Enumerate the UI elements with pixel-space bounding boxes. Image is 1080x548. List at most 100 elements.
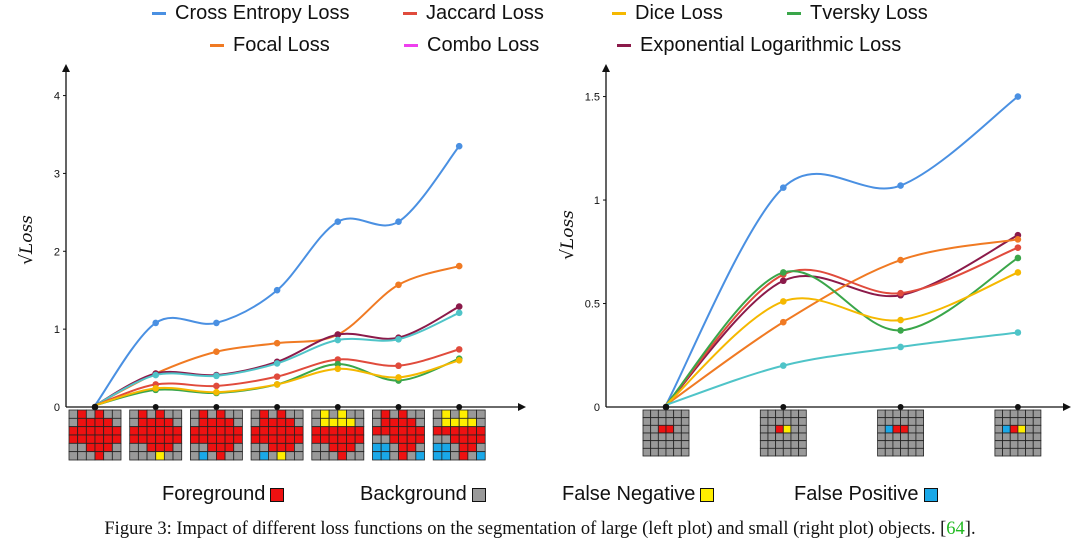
grid-cell (441, 434, 451, 444)
grid-cell (85, 426, 96, 436)
series-line (665, 331, 1019, 406)
x-tick-dot (152, 404, 159, 410)
data-point (1014, 254, 1022, 262)
data-point (897, 256, 904, 264)
grid-cell (380, 409, 391, 419)
grid-cell (103, 451, 113, 461)
grid-cell (155, 434, 165, 444)
false-positive-swatch-icon (923, 487, 938, 502)
grid-cell (398, 434, 408, 444)
grid-cell (285, 426, 295, 436)
grid-cell (884, 447, 894, 457)
grid-cell (892, 440, 902, 449)
grid-cell (146, 434, 157, 444)
grid-cell (207, 451, 217, 461)
grid-cell (137, 409, 148, 419)
grid-cell (1025, 432, 1034, 442)
grid-cell (798, 447, 807, 457)
grid-cell (198, 409, 209, 419)
x-tick-segmentation-grid (642, 409, 690, 457)
grid-cell (268, 417, 278, 428)
grid-cell (775, 409, 784, 419)
legend-item-dice: Dice Loss (612, 2, 723, 25)
grid-cell (311, 409, 321, 419)
x-tick-segmentation-grid (189, 409, 243, 461)
x-tick-dot (334, 404, 341, 410)
grid-cell (759, 409, 769, 419)
grid-cell (476, 417, 486, 428)
grid-cell (137, 417, 148, 428)
grid-cell (657, 440, 667, 449)
data-point (273, 360, 281, 367)
series-exponential-logarithmic-loss (665, 231, 1022, 406)
series-dice-loss (665, 269, 1022, 406)
x-tick-segmentation-grid (68, 409, 122, 461)
grid-cell (328, 442, 339, 453)
data-point (395, 335, 402, 343)
grid-cell (389, 451, 399, 461)
grid-cell (207, 442, 217, 453)
data-point (455, 356, 463, 364)
grid-cell (198, 442, 209, 453)
grid-cell (767, 447, 777, 457)
grid-cell (163, 417, 174, 428)
grid-cell (1002, 424, 1011, 434)
data-point (455, 142, 463, 150)
chart-right: 0 0.5 1 1.5 √Loss (558, 64, 1071, 457)
grid-cell (406, 426, 417, 436)
grid-cell (354, 442, 365, 453)
grid-cell (294, 434, 304, 444)
grid-cell (900, 417, 909, 426)
y-tick-label: 0 (594, 402, 600, 414)
grid-cell (163, 426, 174, 436)
grid-cell (915, 432, 925, 442)
series-combo-loss (665, 329, 1022, 406)
legend-line-icon (403, 12, 417, 15)
grid-cell (665, 417, 675, 426)
grid-cell (1009, 409, 1019, 419)
grid-cell (782, 409, 792, 419)
grid-cell (103, 434, 113, 444)
grid-cell (129, 451, 139, 461)
grid-cell (268, 426, 278, 436)
grid-cell (380, 451, 391, 461)
legend-line-icon (210, 44, 224, 47)
grid-cell (907, 447, 917, 457)
grid-cell (398, 409, 408, 419)
grid-cell (94, 434, 105, 444)
grid-cell (372, 442, 382, 453)
data-point (152, 371, 159, 379)
grid-cell (415, 409, 425, 419)
grid-cell (285, 434, 295, 444)
grid-cell (406, 451, 417, 461)
grid-cell (680, 409, 690, 419)
grid-cell (77, 426, 87, 436)
legend-item-cross-entropy: Cross Entropy Loss (152, 2, 350, 25)
grid-cell (458, 417, 469, 428)
grid-cell (782, 447, 792, 457)
grid-cell (311, 451, 321, 461)
cat-legend-foreground: Foreground (162, 483, 285, 506)
grid-cell (276, 409, 287, 419)
caption-citation-link[interactable]: 64 (946, 519, 965, 539)
grid-cell (1017, 440, 1026, 449)
x-tick-dot (456, 404, 463, 410)
grid-cell (372, 426, 382, 436)
series-legend: Cross Entropy Loss Jaccard Loss Dice Los… (0, 0, 1080, 66)
grid-cell (458, 434, 469, 444)
grid-cell (68, 417, 79, 428)
x-tick-dot (395, 404, 402, 410)
grid-cell (892, 447, 902, 457)
grid-cell (320, 409, 330, 419)
grid-cell (85, 409, 96, 419)
grid-cell (759, 424, 769, 434)
grid-cell (354, 417, 365, 428)
grid-cell (994, 432, 1003, 442)
grid-cell (650, 440, 659, 449)
y-axis-label: √Loss (558, 210, 578, 260)
y-axis-label: √Loss (17, 215, 37, 265)
y-tick-label: 1 (594, 195, 600, 207)
grid-cell (380, 417, 391, 428)
false-negative-swatch-icon (700, 487, 715, 502)
